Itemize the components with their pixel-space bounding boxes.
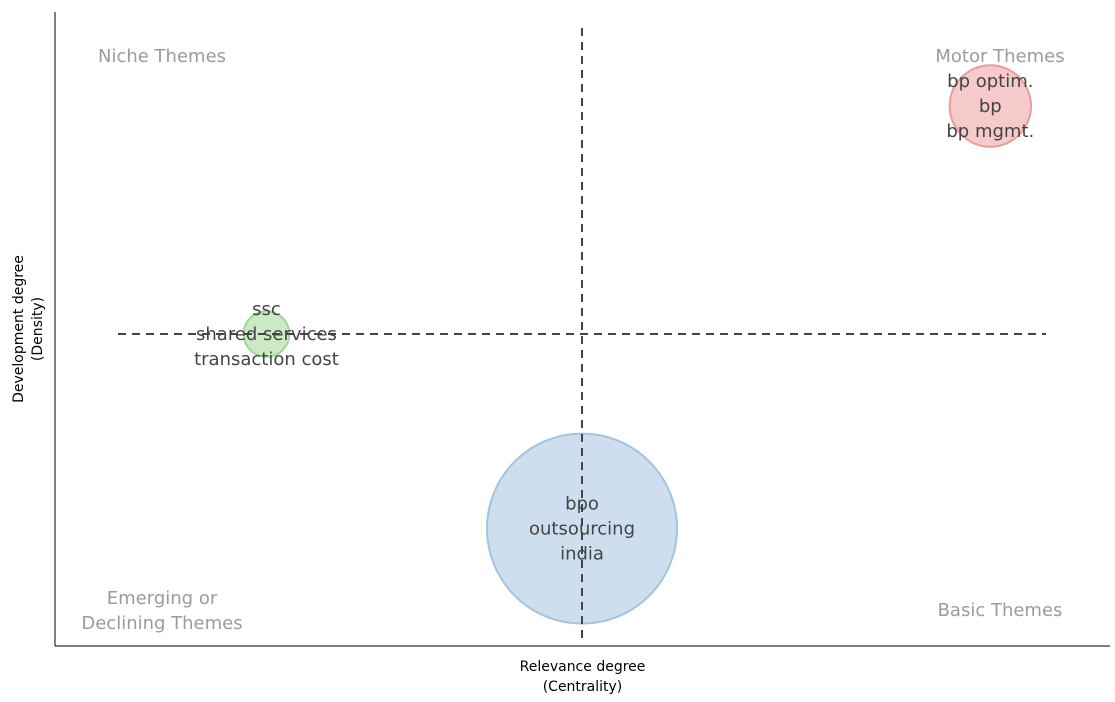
cluster-label-1-2: bp mgmt. xyxy=(946,121,1034,142)
cluster-label-1-1: bp xyxy=(979,96,1002,117)
quadrant-label-bottom-left-1: Declining Themes xyxy=(81,613,242,634)
cluster-label-2-1: outsourcing xyxy=(529,519,635,540)
cluster-label-0-0: ssc xyxy=(252,299,281,320)
axis-layer: Relevance degree (Centrality) Development … xyxy=(11,12,1110,695)
cluster-label-0-2: transaction cost xyxy=(194,349,339,370)
quadrant-label-top-right-0: Motor Themes xyxy=(935,46,1064,67)
quadrant-label-bottom-left-0: Emerging or xyxy=(107,588,218,609)
bubble-layer xyxy=(242,64,1033,625)
bubble-1 xyxy=(948,64,1033,148)
quadrant-layer: Niche Themes Motor Themes Emerging or Decli… xyxy=(81,46,1064,634)
cluster-label-2-0: bpo xyxy=(565,494,599,515)
quadrant-label-top-left-0: Niche Themes xyxy=(98,46,226,67)
cluster-label-2-2: india xyxy=(560,544,604,565)
label-layer: ssc shared services transaction cost bp opt… xyxy=(194,71,1034,565)
cluster-label-1-0: bp optim. xyxy=(947,71,1033,92)
x-axis-title-line-1: (Centrality) xyxy=(543,679,623,695)
y-axis-title-line-0: Development degree xyxy=(11,255,27,403)
guide-layer xyxy=(118,28,1046,644)
x-axis-title-line-0: Relevance degree xyxy=(520,659,646,675)
y-axis-title-line-1: (Density) xyxy=(30,297,46,361)
cluster-label-0-1: shared services xyxy=(196,324,337,345)
quadrant-label-bottom-right-0: Basic Themes xyxy=(938,600,1063,621)
